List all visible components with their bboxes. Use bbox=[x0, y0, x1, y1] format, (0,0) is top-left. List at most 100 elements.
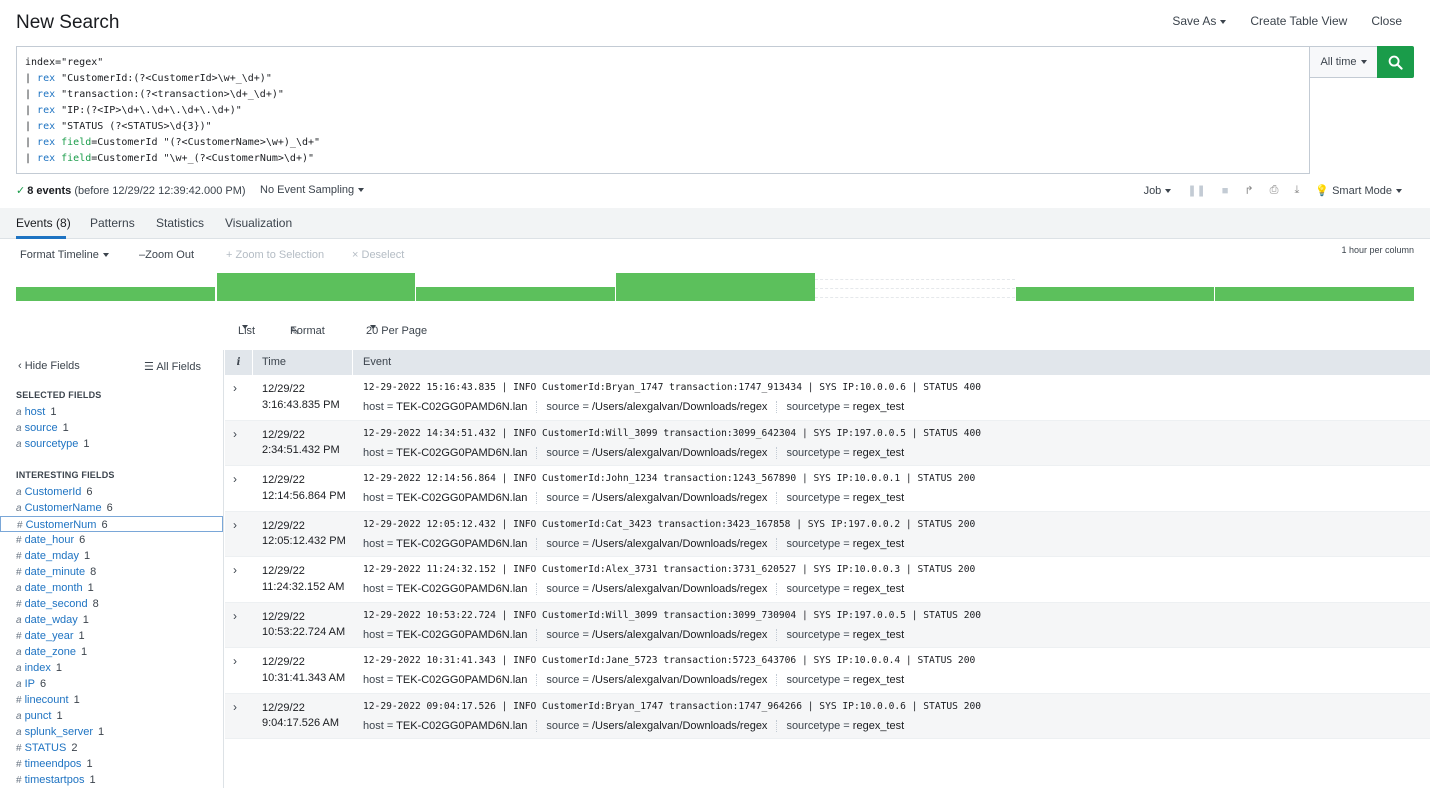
search-mode-menu[interactable]: 💡 Smart Mode bbox=[1315, 184, 1402, 197]
meta-source[interactable]: source = /Users/alexgalvan/Downloads/reg… bbox=[546, 492, 778, 504]
field-item-host[interactable]: a host 1 bbox=[0, 404, 223, 420]
meta-source[interactable]: source = /Users/alexgalvan/Downloads/reg… bbox=[546, 628, 778, 641]
meta-sourcetype[interactable]: sourcetype = regex_test bbox=[786, 538, 913, 550]
expand-chevron-icon[interactable]: › bbox=[233, 654, 237, 668]
meta-host[interactable]: host = TEK-C02GG0PAMD6N.lan bbox=[363, 401, 538, 413]
field-item-linecount[interactable]: # linecount 1 bbox=[0, 692, 223, 708]
meta-source[interactable]: source = /Users/alexgalvan/Downloads/reg… bbox=[546, 719, 778, 732]
timeline-empty-column[interactable] bbox=[814, 279, 1015, 280]
tab-patterns[interactable]: Patterns bbox=[90, 216, 135, 230]
field-item-date-wday[interactable]: a date_wday 1 bbox=[0, 612, 223, 628]
meta-source[interactable]: source = /Users/alexgalvan/Downloads/reg… bbox=[546, 583, 778, 595]
event-raw-text[interactable]: 12-29-2022 11:24:32.152 | INFO CustomerI… bbox=[363, 564, 976, 575]
timeline-column[interactable] bbox=[16, 287, 215, 301]
meta-host[interactable]: host = TEK-C02GG0PAMD6N.lan bbox=[363, 537, 538, 550]
timeline-empty-column[interactable] bbox=[814, 288, 1015, 289]
field-item-index[interactable]: a index 1 bbox=[0, 660, 223, 676]
timeline-empty-column[interactable] bbox=[814, 297, 1015, 298]
expand-chevron-icon[interactable]: › bbox=[233, 563, 237, 577]
tab-events[interactable]: Events (8) bbox=[16, 216, 71, 230]
field-name: CustomerName bbox=[24, 502, 102, 514]
meta-host[interactable]: host = TEK-C02GG0PAMD6N.lan bbox=[363, 446, 538, 459]
meta-sourcetype[interactable]: sourcetype = regex_test bbox=[786, 629, 913, 641]
meta-sourcetype[interactable]: sourcetype = regex_test bbox=[786, 674, 913, 686]
all-fields-button[interactable]: ☰ All Fields bbox=[144, 360, 201, 373]
close-button[interactable]: Close bbox=[1371, 14, 1402, 28]
field-item-date-minute[interactable]: # date_minute 8 bbox=[0, 564, 223, 580]
share-icon[interactable]: ↱ bbox=[1244, 185, 1254, 197]
event-raw-text[interactable]: 12-29-2022 10:53:22.724 | INFO CustomerI… bbox=[363, 609, 982, 621]
event-date: 12/29/22 bbox=[262, 474, 305, 486]
field-item-punct[interactable]: a punct 1 bbox=[0, 708, 223, 724]
field-item-sourcetype[interactable]: a sourcetype 1 bbox=[0, 436, 223, 452]
event-raw-text[interactable]: 12-29-2022 12:14:56.864 | INFO CustomerI… bbox=[363, 473, 976, 484]
timeline-column[interactable] bbox=[616, 273, 815, 301]
meta-host[interactable]: host = TEK-C02GG0PAMD6N.lan bbox=[363, 719, 538, 732]
hide-fields-button[interactable]: ‹ Hide Fields bbox=[18, 360, 80, 372]
timeline-column[interactable] bbox=[416, 287, 616, 301]
expand-chevron-icon[interactable]: › bbox=[233, 517, 237, 532]
field-item-customername[interactable]: a CustomerName 6 bbox=[0, 500, 223, 516]
event-raw-text[interactable]: 12-29-2022 15:16:43.835 | INFO CustomerI… bbox=[363, 382, 982, 393]
field-item-date-hour[interactable]: # date_hour 6 bbox=[0, 532, 223, 548]
field-item-customerid[interactable]: a CustomerId 6 bbox=[0, 484, 223, 500]
field-count: 1 bbox=[82, 614, 89, 626]
field-item-timestartpos[interactable]: # timestartpos 1 bbox=[0, 772, 223, 788]
field-item-date-zone[interactable]: a date_zone 1 bbox=[0, 644, 223, 660]
export-icon[interactable]: ⤓ bbox=[1294, 184, 1300, 196]
tab-visualization[interactable]: Visualization bbox=[225, 216, 293, 230]
timeline-column[interactable] bbox=[1215, 287, 1414, 301]
timeline-column[interactable] bbox=[1015, 287, 1215, 301]
expand-chevron-icon[interactable]: › bbox=[233, 426, 237, 441]
field-item-timeendpos[interactable]: # timeendpos 1 bbox=[0, 756, 223, 772]
expand-chevron-icon[interactable]: › bbox=[233, 699, 237, 714]
save-as-button[interactable]: Save As bbox=[1172, 14, 1227, 28]
deselect-button[interactable]: × Deselect bbox=[352, 249, 404, 261]
zoom-out-button[interactable]: –Zoom Out bbox=[139, 249, 194, 261]
meta-host[interactable]: host = TEK-C02GG0PAMD6N.lan bbox=[363, 628, 538, 641]
field-item-status[interactable]: # STATUS 2 bbox=[0, 740, 223, 756]
event-raw-text[interactable]: 12-29-2022 14:34:51.432 | INFO CustomerI… bbox=[363, 427, 982, 439]
timeline-column[interactable] bbox=[216, 273, 416, 301]
search-button[interactable] bbox=[1377, 46, 1414, 78]
job-menu[interactable]: Job bbox=[1144, 185, 1172, 197]
stop-icon[interactable]: ■ bbox=[1221, 184, 1229, 197]
meta-host[interactable]: host = TEK-C02GG0PAMD6N.lan bbox=[363, 674, 538, 686]
time-range-picker[interactable]: All time bbox=[1309, 46, 1378, 78]
meta-host[interactable]: host = TEK-C02GG0PAMD6N.lan bbox=[363, 492, 538, 504]
meta-source[interactable]: source = /Users/alexgalvan/Downloads/reg… bbox=[546, 401, 778, 413]
field-item-splunk-server[interactable]: a splunk_server 1 bbox=[0, 724, 223, 740]
event-raw-text[interactable]: 12-29-2022 12:05:12.432 | INFO CustomerI… bbox=[363, 518, 976, 530]
tab-statistics[interactable]: Statistics bbox=[156, 216, 205, 230]
format-timeline-button[interactable]: Format Timeline bbox=[20, 249, 109, 261]
expand-chevron-icon[interactable]: › bbox=[233, 608, 237, 623]
meta-sourcetype[interactable]: sourcetype = regex_test bbox=[786, 401, 913, 413]
meta-source[interactable]: source = /Users/alexgalvan/Downloads/reg… bbox=[546, 537, 778, 550]
print-icon[interactable]: ⎙ bbox=[1269, 184, 1279, 196]
expand-chevron-icon[interactable]: › bbox=[233, 472, 237, 486]
meta-sourcetype[interactable]: sourcetype = regex_test bbox=[786, 447, 913, 459]
field-item-source[interactable]: a source 1 bbox=[0, 420, 223, 436]
field-item-customernum[interactable]: # CustomerNum 6 bbox=[0, 516, 223, 532]
event-raw-text[interactable]: 12-29-2022 09:04:17.526 | INFO CustomerI… bbox=[363, 700, 982, 712]
meta-sourcetype[interactable]: sourcetype = regex_test bbox=[786, 492, 913, 504]
field-item-date-year[interactable]: # date_year 1 bbox=[0, 628, 223, 644]
meta-source[interactable]: source = /Users/alexgalvan/Downloads/reg… bbox=[546, 674, 778, 686]
meta-sourcetype[interactable]: sourcetype = regex_test bbox=[786, 720, 913, 732]
meta-source[interactable]: source = /Users/alexgalvan/Downloads/reg… bbox=[546, 446, 778, 459]
meta-sourcetype[interactable]: sourcetype = regex_test bbox=[786, 583, 913, 595]
field-item-date-mday[interactable]: # date_mday 1 bbox=[0, 548, 223, 564]
field-item-date-second[interactable]: # date_second 8 bbox=[0, 596, 223, 612]
time-column-header[interactable]: Time bbox=[254, 350, 353, 375]
field-item-ip[interactable]: a IP 6 bbox=[0, 676, 223, 692]
pause-icon[interactable]: ❚❚ bbox=[1187, 185, 1206, 197]
meta-host[interactable]: host = TEK-C02GG0PAMD6N.lan bbox=[363, 583, 538, 595]
create-table-view-button[interactable]: Create Table View bbox=[1250, 14, 1348, 28]
zoom-to-selection-button[interactable]: + Zoom to Selection bbox=[226, 249, 324, 261]
event-raw-text[interactable]: 12-29-2022 10:31:41.343 | INFO CustomerI… bbox=[363, 655, 976, 666]
timeline-chart[interactable] bbox=[16, 271, 1414, 301]
field-item-date-month[interactable]: a date_month 1 bbox=[0, 580, 223, 596]
event-sampling-dropdown[interactable]: No Event Sampling bbox=[260, 184, 365, 196]
search-query-editor[interactable]: index="regex" | rex "CustomerId:(?<Custom… bbox=[16, 46, 1310, 174]
expand-chevron-icon[interactable]: › bbox=[233, 381, 237, 395]
